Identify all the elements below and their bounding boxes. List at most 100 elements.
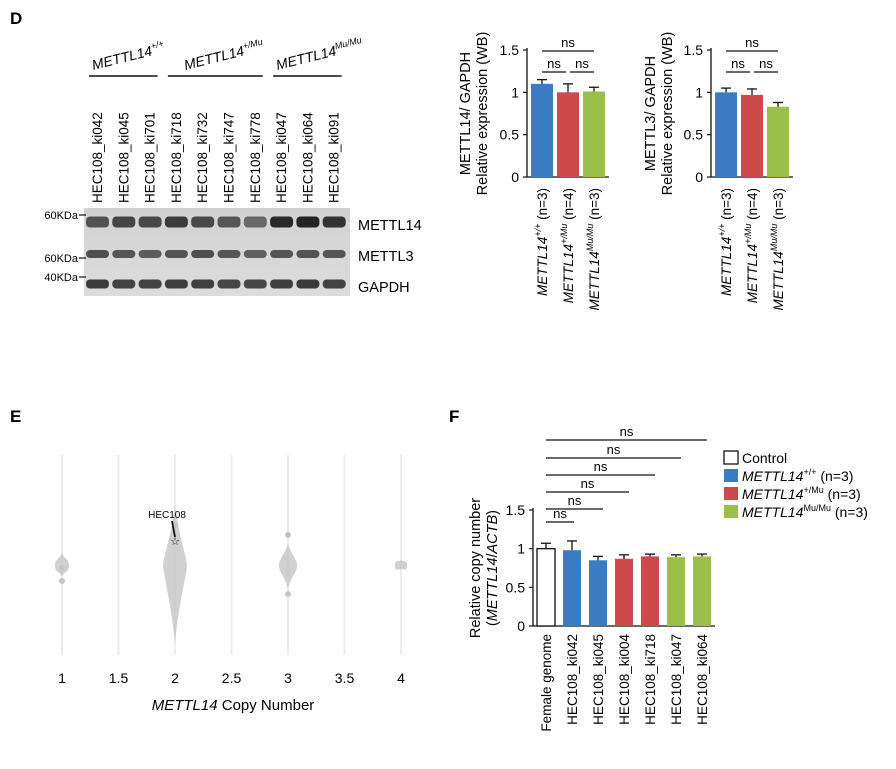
legend-swatch [724, 505, 738, 518]
lane-label: HEC108_ki047 [274, 112, 289, 203]
y-tick-label: 1.5 [500, 42, 520, 58]
violin [395, 560, 407, 570]
significance-label: ns [568, 493, 582, 508]
group-label: METTL14Mu/Mu [274, 35, 364, 73]
y-axis-label: Relative expression (WB) [660, 32, 676, 196]
y-tick-label: 0 [511, 169, 519, 185]
sample-label: METTL14+/Mu (n=4) [743, 188, 760, 303]
bar [767, 106, 789, 177]
blot-band [270, 250, 294, 258]
x-tick-label: 1.5 [109, 670, 129, 686]
blot-band [86, 279, 109, 289]
violin-plot-copy-number: 1 1.5 2 2.5 3 3.5 4 ☆ HEC108 METTL14 Copy Number [55, 455, 407, 714]
group-label: METTL14+/+ [90, 38, 166, 73]
legend-label: METTL14+/+ (n=3) [742, 467, 853, 484]
y-axis-label: METTL3/ GAPDH [643, 56, 659, 171]
lane-label: HEC108_ki091 [327, 112, 342, 203]
blot-band [112, 279, 136, 289]
genotype-group-labels: METTL14+/+ METTL14+/Mu METTL14Mu/Mu [89, 35, 364, 77]
molecular-weight-markers: 60KDa 60KDa 40KDa [44, 210, 86, 284]
panel-label-f: F [449, 407, 459, 426]
x-tick-label: 3.5 [335, 670, 355, 686]
significance-label: ns [759, 56, 773, 71]
blot-band [270, 216, 294, 228]
bar [531, 83, 553, 177]
bar [615, 558, 633, 626]
significance-label: ns [575, 56, 589, 71]
sample-label: METTL14+/Mu (n=4) [559, 188, 576, 303]
blot-band [164, 216, 188, 228]
lane-label: HEC108_ki042 [90, 112, 105, 203]
bar [583, 91, 605, 177]
y-axis-label: METTL14/ GAPDH [458, 52, 474, 175]
significance-label: ns [731, 56, 745, 71]
legend-swatch [724, 469, 738, 482]
blot-band [112, 250, 136, 258]
blot-band [86, 250, 109, 258]
blot-band [164, 279, 188, 289]
blot-band [191, 279, 215, 289]
blot-band [217, 250, 241, 258]
x-tick-label: 3 [284, 670, 292, 686]
blot-band [217, 279, 241, 289]
bar [536, 548, 556, 627]
y-axis-label: Relative copy number [468, 498, 484, 638]
bar-chart-relative-copy-number: 0 0.5 1 1.5 Relative copy number (METTL14/ACT… [468, 424, 715, 732]
y-tick-label: 1.5 [506, 502, 526, 518]
violin [163, 505, 187, 643]
y-tick-label: 0 [695, 169, 703, 185]
blot-band [138, 216, 162, 228]
legend-swatch [723, 450, 739, 465]
blot-band [217, 216, 241, 228]
band-labels: METTL14 METTL3 GAPDH [358, 218, 422, 296]
star-marker: ☆ [170, 536, 180, 548]
significance-label: ns [581, 476, 595, 491]
annotation-leader [171, 520, 176, 538]
data-point [285, 532, 291, 538]
y-axis-label: Relative expression (WB) [475, 32, 491, 196]
lane-labels: HEC108_ki042 HEC108_ki045 HEC108_ki701 HEC1… [90, 112, 342, 203]
category-label: HEC108_ki045 [591, 634, 606, 725]
lane-label: HEC108_ki747 [222, 112, 237, 203]
band-label: METTL14 [358, 218, 422, 234]
sample-label: METTL14+/+ (n=3) [533, 188, 550, 296]
blot-band [322, 250, 346, 258]
marker-label: 40KDa [44, 272, 79, 284]
category-label: HEC108_ki718 [643, 634, 658, 725]
blot-band [86, 216, 109, 228]
x-axis-label: METTL14 Copy Number [152, 697, 315, 714]
lane-label: HEC108_ki045 [116, 112, 131, 203]
y-tick-label: 1 [511, 84, 519, 100]
y-axis-label: (METTL14/ACTB) [485, 510, 501, 626]
lane-label: HEC108_ki718 [169, 112, 184, 203]
blot-band [191, 216, 215, 228]
significance-label: ns [561, 35, 575, 50]
bar [641, 556, 659, 626]
blot-band [296, 216, 320, 228]
significance-label: ns [547, 56, 561, 71]
panel-label-d: D [10, 9, 22, 28]
bar [557, 92, 579, 177]
western-blot: METTL14+/+ METTL14+/Mu METTL14Mu/Mu HEC108… [44, 35, 422, 296]
significance-label: ns [745, 35, 759, 50]
blot-band [191, 250, 215, 258]
x-tick-label: 2.5 [222, 670, 242, 686]
y-tick-label: 0.5 [500, 127, 520, 143]
blot-band [164, 250, 188, 258]
significance-label: ns [620, 424, 634, 439]
band-label: GAPDH [358, 280, 410, 296]
marker-label: 60KDa [44, 210, 79, 222]
sample-label: METTL14Mu/Mu (n=3) [769, 188, 786, 310]
blot-bands [86, 216, 346, 289]
x-tick-label: 2 [171, 670, 179, 686]
bar-chart-mettl14-expression: 0 0.5 1 1.5 METTL14/ GAPDH Relative expressio… [458, 32, 609, 310]
sample-label: METTL14+/+ (n=3) [717, 188, 734, 296]
lane-label: HEC108_ki701 [143, 112, 158, 203]
bar [693, 556, 711, 626]
blot-band [296, 250, 320, 258]
y-tick-label: 1.5 [684, 42, 704, 58]
category-label: Female genome [539, 634, 554, 732]
y-tick-label: 1 [695, 84, 703, 100]
blot-band [243, 216, 267, 228]
